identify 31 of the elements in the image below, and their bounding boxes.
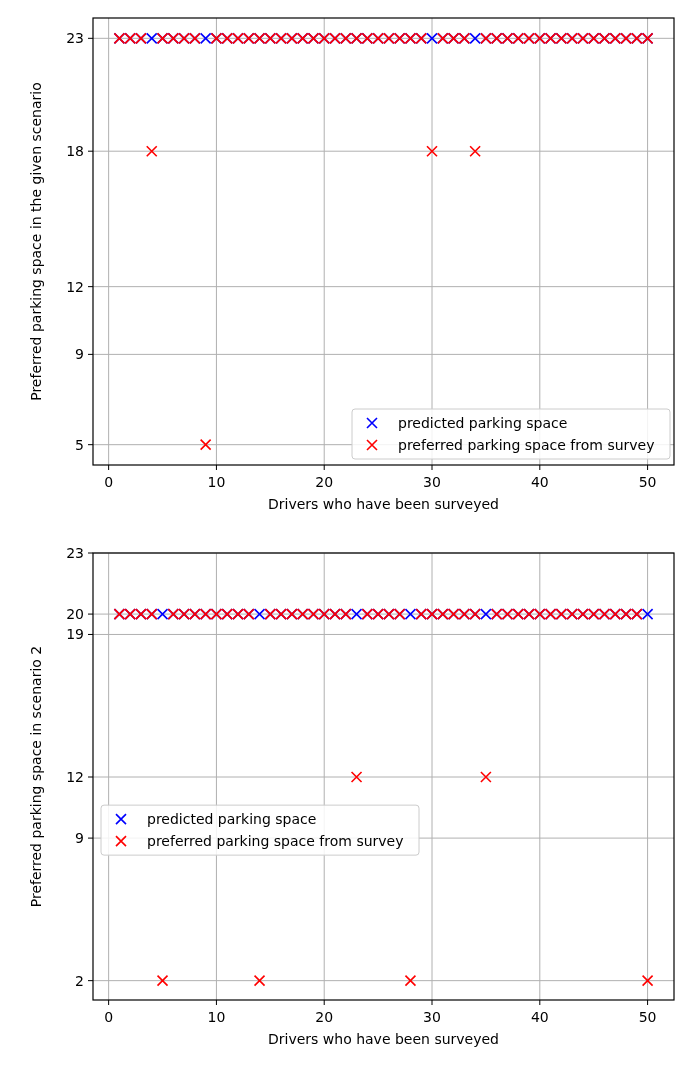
x-tick-label: 30	[423, 474, 441, 490]
y-tick-label: 18	[66, 143, 84, 160]
legend-label: preferred parking space from survey	[147, 833, 404, 850]
y-tick-label: 12	[66, 278, 84, 295]
x-tick-label: 50	[638, 1009, 657, 1025]
x-tick-label: 50	[638, 474, 657, 490]
x-axis-title: Drivers who have been surveyed	[267, 496, 500, 512]
legend-label: preferred parking space from survey	[398, 436, 655, 453]
x-tick-label: 0	[104, 474, 114, 490]
y-tick-label: 20	[66, 605, 84, 622]
y-axis-title: Preferred parking space in the given scenario	[28, 82, 44, 401]
legend-label: predicted parking space	[398, 414, 568, 431]
y-tick-label: 23	[66, 30, 84, 47]
y-tick-label: 9	[75, 830, 84, 846]
y-tick-label: 5	[75, 436, 84, 453]
x-tick-label: 20	[315, 474, 334, 490]
x-tick-label: 20	[315, 1009, 334, 1025]
x-tick-label: 10	[207, 1009, 226, 1025]
x-tick-label: 40	[530, 1009, 549, 1025]
y-tick-label: 19	[66, 626, 84, 643]
legend-label: predicted parking space	[147, 811, 317, 828]
y-tick-label: 9	[75, 346, 84, 363]
x-tick-label: 10	[207, 474, 226, 490]
x-axis-title: Drivers who have been surveyed	[267, 1031, 500, 1047]
x-tick-label: 40	[530, 474, 549, 490]
y-tick-label: 2	[75, 972, 84, 989]
y-axis-title: Preferred parking space in scenario 2	[28, 645, 44, 908]
x-tick-label: 0	[104, 1009, 114, 1025]
x-tick-label: 30	[423, 1009, 441, 1025]
y-tick-label: 12	[66, 768, 84, 785]
y-tick-label: 23	[66, 544, 84, 561]
